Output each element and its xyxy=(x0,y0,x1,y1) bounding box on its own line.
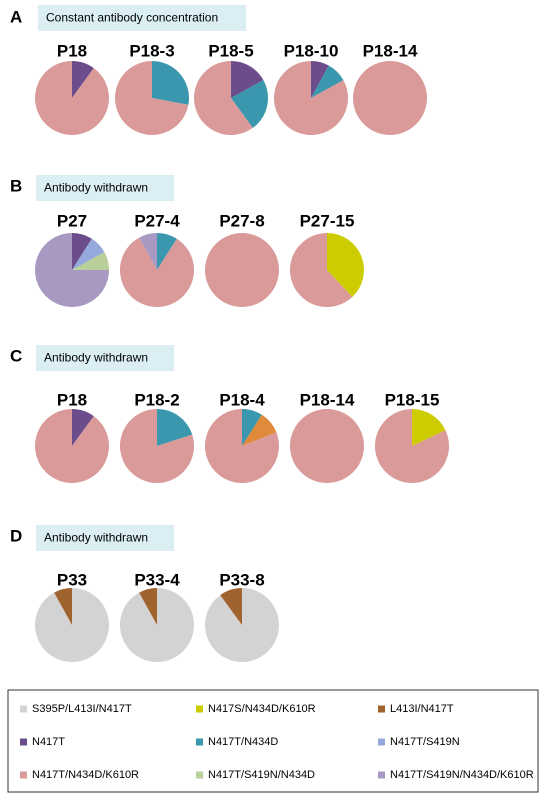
pie-title: P18-2 xyxy=(134,390,179,409)
legend-label: N417S/N434D/K610R xyxy=(208,703,316,715)
pie-title: P18-3 xyxy=(129,41,174,60)
legend-swatch xyxy=(196,705,203,713)
pie-slice xyxy=(139,233,157,270)
pie-slice xyxy=(220,588,242,625)
legend-label: N417T/S419N/N434D xyxy=(208,769,315,781)
panel-caption: Antibody withdrawn xyxy=(44,181,148,195)
pie-slice xyxy=(231,80,268,128)
pie-slice xyxy=(311,65,344,98)
pie-title: P27 xyxy=(57,211,87,230)
pie-slice xyxy=(120,409,194,483)
pie-title: P18-15 xyxy=(385,390,440,409)
legend-swatch xyxy=(378,771,385,779)
pie-title: P33-8 xyxy=(219,570,264,589)
caption-banner xyxy=(36,525,174,551)
pie-slice xyxy=(412,409,446,446)
pie-slice xyxy=(35,409,109,483)
pie-title: P18-14 xyxy=(363,41,418,60)
pie-title: P18-4 xyxy=(219,390,265,409)
pie-slice xyxy=(204,588,279,662)
legend-label: N417T/N434D/K610R xyxy=(32,769,139,781)
pie-slice xyxy=(375,409,449,483)
panel-label: A xyxy=(10,7,22,26)
legend-label: N417T xyxy=(32,736,65,748)
panel-label: B xyxy=(10,176,22,195)
pie-title: P27-4 xyxy=(134,211,180,230)
pie-slice xyxy=(242,409,262,446)
pie-slice xyxy=(72,409,94,446)
legend-swatch xyxy=(378,738,385,746)
legend-swatch xyxy=(378,705,385,713)
pie-slice xyxy=(353,61,427,135)
pie-slice xyxy=(152,61,189,105)
legend-label: N417T/S419N/N434D/K610R xyxy=(390,769,534,781)
legend-swatch xyxy=(20,771,27,779)
pie-slice xyxy=(72,238,105,270)
pie-slice xyxy=(119,588,194,663)
legend-label: S395P/L413I/N417T xyxy=(32,703,132,715)
legend-label: N417T/S419N xyxy=(390,736,460,748)
pie-slice xyxy=(242,414,277,446)
pie-slice xyxy=(290,233,353,307)
legend-label: N417T/N434D xyxy=(208,736,278,748)
panel-label: C xyxy=(10,346,22,365)
pie-slice xyxy=(157,409,193,446)
pie-title: P33 xyxy=(57,570,87,589)
caption-banner xyxy=(38,5,246,31)
pie-slice xyxy=(274,61,349,135)
pie-slice xyxy=(115,61,189,135)
caption-banner xyxy=(36,345,174,371)
legend-swatch xyxy=(20,738,27,746)
pie-slice xyxy=(120,237,195,308)
pie-title: P27-15 xyxy=(300,211,355,230)
pie-slice xyxy=(35,233,109,307)
pie-title: P33-4 xyxy=(134,570,180,589)
legend-swatch xyxy=(20,705,27,713)
legend-label: L413I/N417T xyxy=(390,703,454,715)
legend-swatch xyxy=(196,771,203,779)
pie-slice xyxy=(327,233,364,297)
pie-slice xyxy=(34,588,109,663)
pie-slice xyxy=(72,252,110,270)
pie-slice xyxy=(54,588,72,625)
panel-caption: Constant antibody concentration xyxy=(46,11,218,25)
pie-slice xyxy=(194,61,253,135)
legend-box xyxy=(7,689,539,793)
pie-title: P18 xyxy=(57,41,87,60)
pie-slice xyxy=(72,61,94,98)
pie-title: P18-10 xyxy=(284,41,339,60)
pie-slice xyxy=(290,409,364,483)
pie-title: P18 xyxy=(57,390,87,409)
pie-slice xyxy=(205,409,279,483)
pie-slice xyxy=(139,588,157,625)
pie-slice xyxy=(311,61,329,98)
pie-slice xyxy=(72,233,92,270)
caption-banner xyxy=(36,175,174,201)
pie-title: P18-5 xyxy=(208,41,253,60)
legend-swatch xyxy=(196,738,203,746)
panel-caption: Antibody withdrawn xyxy=(44,531,148,545)
panel-caption: Antibody withdrawn xyxy=(44,351,148,365)
pie-title: P18-14 xyxy=(300,390,355,409)
pie-slice xyxy=(231,61,264,98)
pie-title: P27-8 xyxy=(219,211,264,230)
pie-slice xyxy=(205,233,279,307)
pie-slice xyxy=(35,61,109,135)
panel-label: D xyxy=(10,526,22,545)
pie-slice xyxy=(157,233,177,270)
